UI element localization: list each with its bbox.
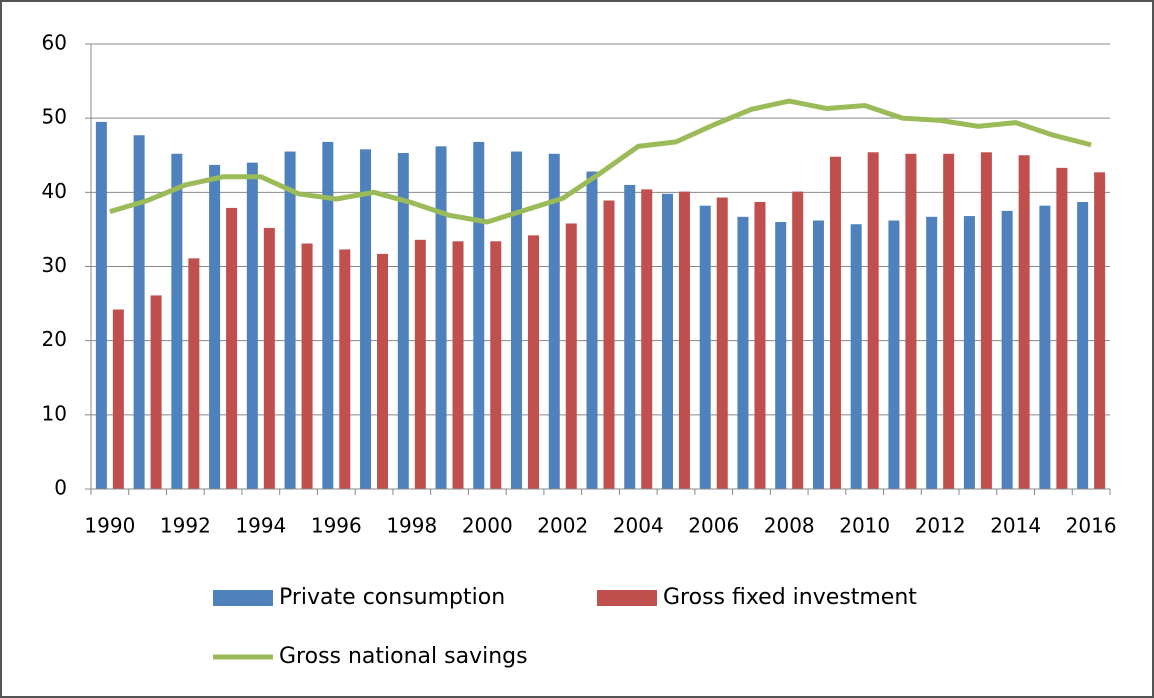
legend-label: Private consumption: [279, 585, 505, 610]
bar: [112, 309, 124, 489]
bar: [473, 141, 485, 489]
bar: [603, 200, 615, 489]
bar: [284, 151, 296, 489]
bar: [641, 189, 653, 489]
bar: [548, 153, 560, 489]
bar: [133, 135, 145, 489]
x-tick-label: 2012: [915, 514, 966, 538]
bar: [792, 191, 804, 489]
line: [109, 98, 1092, 225]
bar: [565, 223, 577, 489]
x-tick-label: 1990: [84, 514, 135, 538]
x-tick-label: 2002: [537, 514, 588, 538]
bar: [1039, 205, 1051, 489]
bar: [661, 193, 673, 490]
bar: [812, 220, 824, 489]
legend-label: Gross fixed investment: [663, 585, 917, 610]
bar: [754, 201, 766, 489]
bar: [226, 207, 238, 490]
x-tick-label: 2016: [1066, 514, 1117, 538]
x-tick-label: 2004: [613, 514, 664, 538]
y-tick-label: 10: [42, 401, 67, 425]
y-tick-label: 50: [42, 105, 67, 129]
bar: [414, 239, 426, 489]
x-tick-label: 1996: [311, 514, 362, 538]
y-tick-label: 20: [42, 327, 67, 351]
bar: [624, 184, 636, 489]
bar: [1094, 172, 1106, 489]
bar: [171, 153, 183, 489]
bar: [850, 224, 862, 489]
y-tick-label: 40: [42, 179, 67, 203]
x-tick-label: 2006: [688, 514, 739, 538]
bar: [339, 249, 351, 489]
bar: [528, 235, 540, 489]
bar: [377, 253, 389, 489]
bar: [1018, 155, 1030, 489]
bar: [775, 222, 787, 489]
bar: [867, 152, 879, 490]
bar: [246, 162, 258, 489]
bar: [1077, 201, 1089, 489]
bar: [1056, 167, 1068, 489]
legend-swatch: [213, 590, 273, 606]
bar: [926, 216, 938, 489]
bar: [263, 227, 275, 489]
bar: [322, 141, 334, 489]
x-tick-label: 1994: [235, 514, 286, 538]
bar: [963, 216, 975, 490]
x-tick-label: 1992: [160, 514, 211, 538]
bar: [888, 220, 900, 489]
y-tick-label: 0: [54, 476, 67, 500]
bar: [1001, 210, 1013, 489]
bar: [699, 205, 711, 489]
x-tick-label: 2010: [839, 514, 890, 538]
legend-swatch: [597, 590, 657, 606]
x-tick-label: 2014: [990, 514, 1041, 538]
bar: [360, 149, 372, 490]
x-tick-label: 1998: [386, 514, 437, 538]
bar: [435, 146, 447, 489]
bar: [209, 164, 221, 489]
bar: [678, 191, 690, 489]
x-tick-label: 2000: [462, 514, 513, 538]
bar: [943, 153, 955, 489]
bar: [716, 197, 728, 489]
bar: [905, 153, 917, 489]
bar: [452, 241, 464, 489]
bar: [95, 121, 107, 489]
y-tick-label: 60: [42, 31, 67, 55]
bar: [301, 243, 313, 489]
legend-label: Gross national savings: [279, 644, 528, 669]
bar: [511, 151, 523, 489]
bar: [586, 171, 598, 490]
y-tick-label: 30: [42, 253, 67, 277]
bar: [980, 152, 992, 490]
bar: [829, 156, 841, 489]
bar: [490, 241, 502, 489]
bar: [397, 153, 409, 489]
bar: [737, 216, 749, 489]
x-tick-label: 2008: [764, 514, 815, 538]
bar: [150, 295, 162, 489]
bar: [188, 258, 200, 489]
